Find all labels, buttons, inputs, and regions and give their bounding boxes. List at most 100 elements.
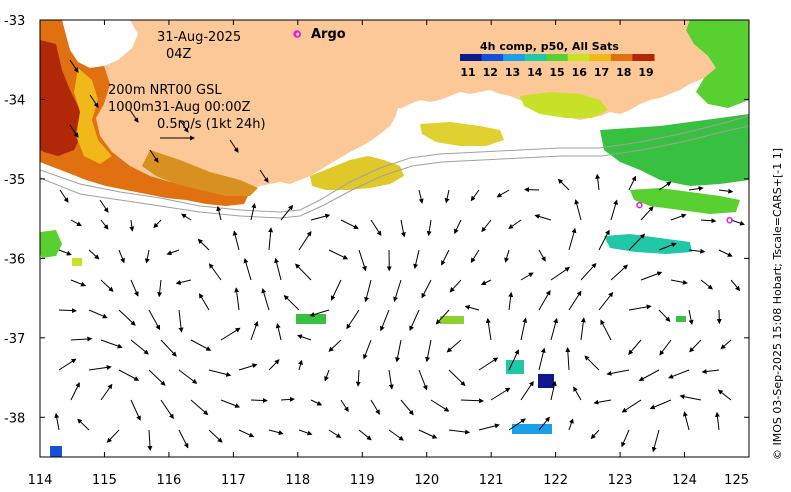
current-vector [689,339,702,353]
current-vector [574,199,582,221]
current-vector [508,219,522,229]
current-vector [550,267,571,281]
current-vector [58,308,77,314]
current-vector [130,279,139,297]
plot-area [40,20,749,457]
current-vector [175,279,192,285]
sst-patch [142,150,258,196]
current-vector [243,257,252,281]
colorbar-tick-label: 11 [460,66,475,79]
current-vector [700,279,713,290]
x-tick-label: 123 [608,473,633,488]
current-vector [190,339,212,351]
current-vector [118,249,125,264]
x-tick-label: 119 [350,473,375,488]
argo-float-marker [636,201,643,209]
current-vector [418,369,428,391]
current-vector [129,109,139,123]
current-vector [593,399,612,405]
current-vector [70,219,82,227]
y-tick-label: -38 [4,411,25,426]
current-vector [460,398,484,404]
current-vector [324,369,330,382]
current-vector [179,119,189,133]
current-vector [362,339,372,360]
current-vector [430,399,450,412]
y-axis: -33 -34 -35 -36 -37 -38 [4,14,749,426]
current-vector [283,295,300,311]
current-vector [580,262,597,281]
current-vector [69,124,79,138]
current-vector [426,219,432,237]
current-vector [160,339,177,357]
current-vector [197,238,210,251]
current-vector [208,263,222,281]
current-vector [268,359,280,371]
x-tick-label: 125 [724,473,749,488]
current-vector [149,149,159,163]
current-vector [275,323,282,341]
x-tick-label: 120 [414,473,439,488]
current-vector [118,369,140,381]
current-vector [157,279,163,298]
current-vector [400,219,406,238]
current-vector [370,399,380,415]
current-vector [580,317,586,341]
sst-patch [538,374,554,388]
current-vector [435,309,450,325]
current-vector [508,418,526,431]
sst-patch [506,360,524,374]
current-vector [413,249,420,270]
velocity-scale-label: 0.5m/s (1kt 24h) [157,117,266,132]
current-vector [364,279,372,303]
current-vector [565,347,571,371]
current-vector [268,227,274,251]
current-vector [340,219,359,229]
current-vector [651,429,660,453]
current-vector [58,249,72,256]
current-vector [595,173,601,191]
colorbar-swatch [632,54,655,61]
x-axis: 114 115 116 117 118 119 120 121 122 123 124 125 [28,20,750,488]
current-vector [481,219,492,233]
y-tick-label: -35 [4,173,25,188]
sst-patch [686,20,749,108]
current-vector [658,309,671,322]
sst-patch [600,114,749,186]
current-vector [418,189,424,204]
sst-patch [630,188,740,214]
current-vector [99,199,109,213]
current-vector [449,279,462,293]
current-vector [358,249,367,272]
sst-patch [296,314,326,324]
credit-text: © IMOS 03-Sep-2025 15:08 Hobart; Tscale=… [771,148,784,460]
current-vector [688,186,704,192]
current-vector [106,429,120,443]
map-date: 31-Aug-2025 [157,30,241,45]
current-vector [89,94,99,108]
current-vector [59,189,69,203]
current-vector [181,213,192,221]
current-vector [670,213,687,221]
colorbar-tick-label: 13 [505,66,520,79]
current-vector [688,309,694,325]
current-vector [504,249,510,263]
current-vector [464,305,480,311]
current-vector [216,205,222,221]
colorbar-tick-label: 18 [616,66,631,79]
current-vector [280,396,295,402]
current-vector [679,394,702,401]
current-vector [659,339,672,356]
current-vector [730,279,741,292]
current-vector [129,219,135,232]
current-vector [688,248,706,254]
y-tick-label: -36 [4,252,25,267]
current-vector [328,339,342,352]
current-vector [388,369,394,390]
colorbar-swatch [524,54,547,61]
current-vector [628,175,637,191]
current-vector [478,423,500,431]
current-vector [409,309,420,332]
current-vector [496,189,510,198]
colorbar-swatch [610,54,633,61]
